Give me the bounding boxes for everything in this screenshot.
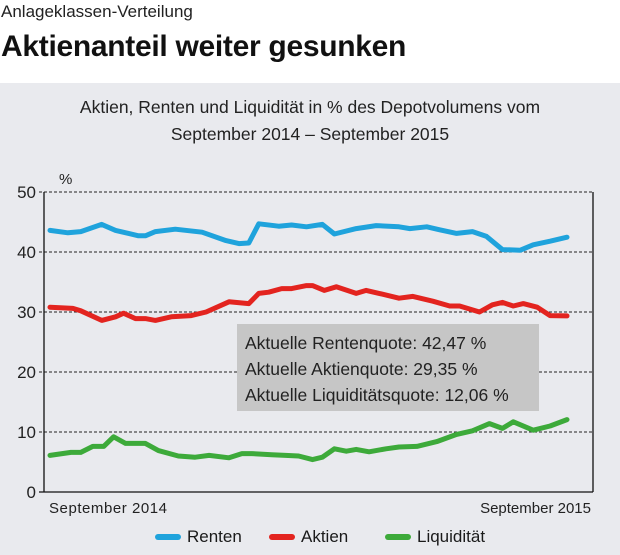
legend-label: Aktien [301, 527, 349, 546]
headline: Aktienanteil weiter gesunken [1, 30, 407, 63]
y-tick-label: 0 [27, 483, 36, 502]
chart-kicker: Anlageklassen-Verteilung [1, 2, 193, 21]
series-line-aktien [47, 283, 570, 323]
legend-swatch-aktien [269, 534, 295, 540]
annotation-line: Aktuelle Aktienquote: 29,35 % [245, 359, 478, 379]
legend-item-renten: Renten [155, 527, 242, 547]
legend-swatch-liquiditaet [385, 534, 411, 540]
y-tick-label: 30 [17, 303, 36, 322]
y-tick-label: 50 [17, 183, 36, 202]
y-tick-label: 40 [17, 243, 36, 262]
chart-title-line1: Aktien, Renten und Liquidität in % des D… [79, 97, 541, 117]
legend-item-aktien: Aktien [269, 527, 348, 547]
chart-title-line2: September 2014 – September 2015 [170, 124, 450, 144]
series-line-liquidität [47, 417, 570, 463]
legend-item-liquiditaet: Liquidität [385, 527, 485, 547]
annotation-box [237, 324, 539, 411]
legend-label: Liquidität [417, 527, 486, 546]
y-tick-label: 20 [17, 363, 36, 382]
y-axis-unit-label: % [59, 171, 72, 188]
annotation-line: Aktuelle Rentenquote: 42,47 % [245, 333, 486, 353]
x-tick-label-end: September 2015 [480, 500, 591, 517]
annotation-line: Aktuelle Liquiditätsquote: 12,06 % [245, 385, 509, 405]
legend-swatch-renten [155, 534, 181, 540]
y-tick-label: 10 [17, 423, 36, 442]
x-tick-label-start: September 2014 [49, 500, 167, 517]
series-line-renten [47, 221, 570, 253]
legend-label: Renten [187, 527, 242, 546]
